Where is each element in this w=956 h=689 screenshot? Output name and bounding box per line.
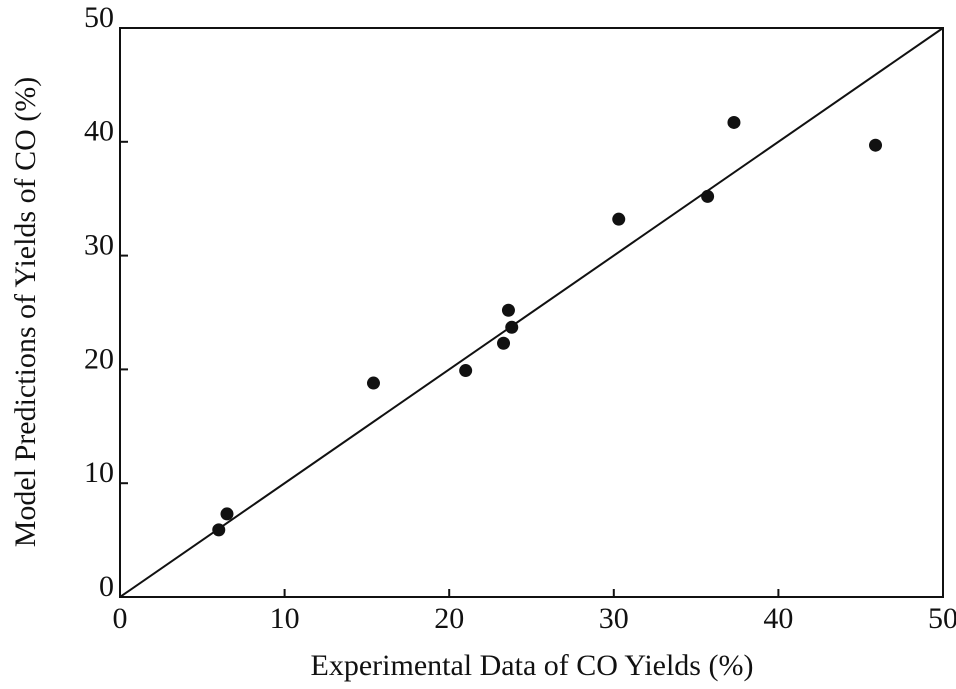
y-tick-label: 10 [84, 456, 114, 489]
data-point [612, 212, 626, 226]
data-point [212, 523, 226, 537]
x-tick-label: 30 [599, 602, 629, 635]
reference-line [119, 27, 944, 598]
x-tick-label: 50 [928, 602, 956, 635]
data-point [459, 364, 473, 378]
plot-frame [119, 27, 944, 598]
x-tick-label: 20 [434, 602, 464, 635]
data-point [497, 336, 511, 350]
data-point [727, 115, 741, 129]
data-point [701, 189, 715, 203]
x-tick-label: 0 [113, 602, 128, 635]
y-tick-label: 50 [84, 1, 114, 34]
y-tick-label: 30 [84, 228, 114, 261]
y-tick-label: 40 [84, 115, 114, 148]
x-tick-label: 10 [270, 602, 300, 635]
data-point [220, 507, 234, 521]
x-axis-label: Experimental Data of CO Yields (%) [311, 649, 754, 682]
y-tick-label: 20 [84, 342, 114, 375]
data-point [501, 303, 515, 317]
data-point [869, 138, 883, 152]
y-tick-label: 0 [99, 570, 114, 603]
data-point [366, 376, 380, 390]
x-tick-label: 40 [763, 602, 793, 635]
y-axis-label: Model Predictions of Yields of CO (%) [9, 77, 42, 548]
data-point [505, 320, 519, 334]
